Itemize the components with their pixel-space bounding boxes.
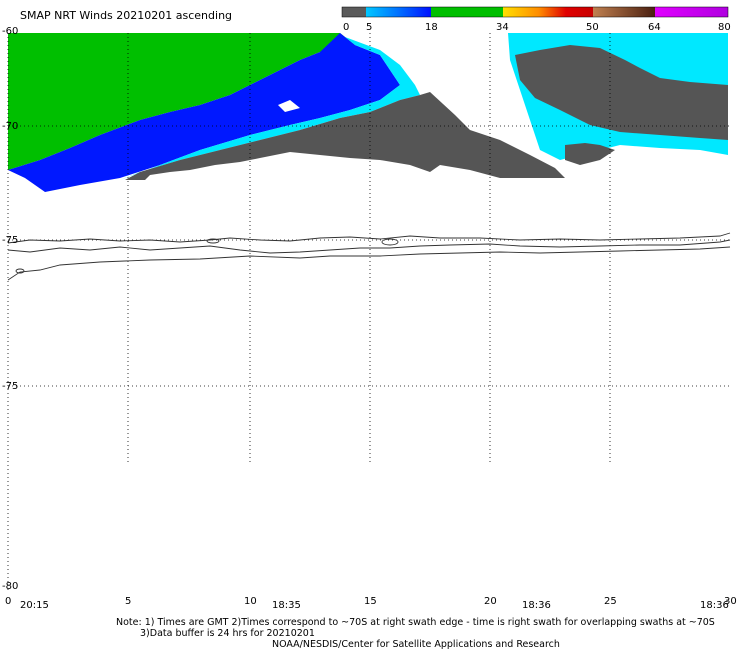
swath-cyan-left (120, 37, 420, 180)
note-line-2: 3)Data buffer is 24 hrs for 20210201 (140, 628, 315, 639)
swath-gap (278, 100, 300, 112)
colorbar-segment-50-64 (593, 7, 655, 17)
colorbar-label: 5 (366, 22, 372, 33)
note-line-1: Note: 1) Times are GMT 2)Times correspon… (116, 617, 715, 628)
colorbar-segment-64-80 (655, 7, 728, 17)
colorbar-labels: 0 5 18 34 50 64 80 (343, 22, 731, 33)
lon-label: 0 (5, 596, 11, 607)
note-line-3: NOAA/NESDIS/Center for Satellite Applica… (272, 639, 560, 650)
lat-label: -80 (2, 581, 18, 592)
colorbar-segment-18-34 (431, 7, 503, 17)
colorbar-label: 50 (586, 22, 599, 33)
lon-label: 10 (244, 596, 257, 607)
colorbar (341, 6, 729, 18)
time-label: 18:36 (700, 600, 729, 611)
colorbar-segment-34-50 (503, 7, 593, 17)
colorbar-label: 34 (496, 22, 509, 33)
colorbar-segment-0-5 (342, 7, 366, 17)
lon-label: 20 (484, 596, 497, 607)
swath-gray-left (125, 92, 565, 180)
swath-gray-right-lower (565, 143, 615, 165)
colorbar-label: 80 (718, 22, 731, 33)
lon-label: 30 (724, 596, 737, 607)
swath-blue (8, 33, 400, 192)
swath-green (8, 33, 355, 170)
lon-label: 25 (604, 596, 617, 607)
map-title: SMAP NRT Winds 20210201 ascending (20, 9, 233, 22)
lat-label: -75 (2, 235, 18, 246)
time-label: 20:15 (20, 600, 49, 611)
time-label: 18:35 (272, 600, 301, 611)
lat-label: -60 (2, 26, 18, 37)
swath-gray-right (515, 45, 728, 140)
colorbar-label: 0 (343, 22, 349, 33)
coastline (7, 232, 731, 281)
colorbar-label: 64 (648, 22, 661, 33)
gridlines (7, 33, 730, 590)
colorbar-segment-5-18 (366, 7, 431, 17)
lat-label: -75 (2, 381, 18, 392)
lat-label: -70 (2, 121, 18, 132)
colorbar-label: 18 (425, 22, 438, 33)
time-label: 18:36 (522, 600, 551, 611)
lon-label: 5 (125, 596, 131, 607)
lon-label: 15 (364, 596, 377, 607)
wind-swaths (8, 33, 728, 192)
